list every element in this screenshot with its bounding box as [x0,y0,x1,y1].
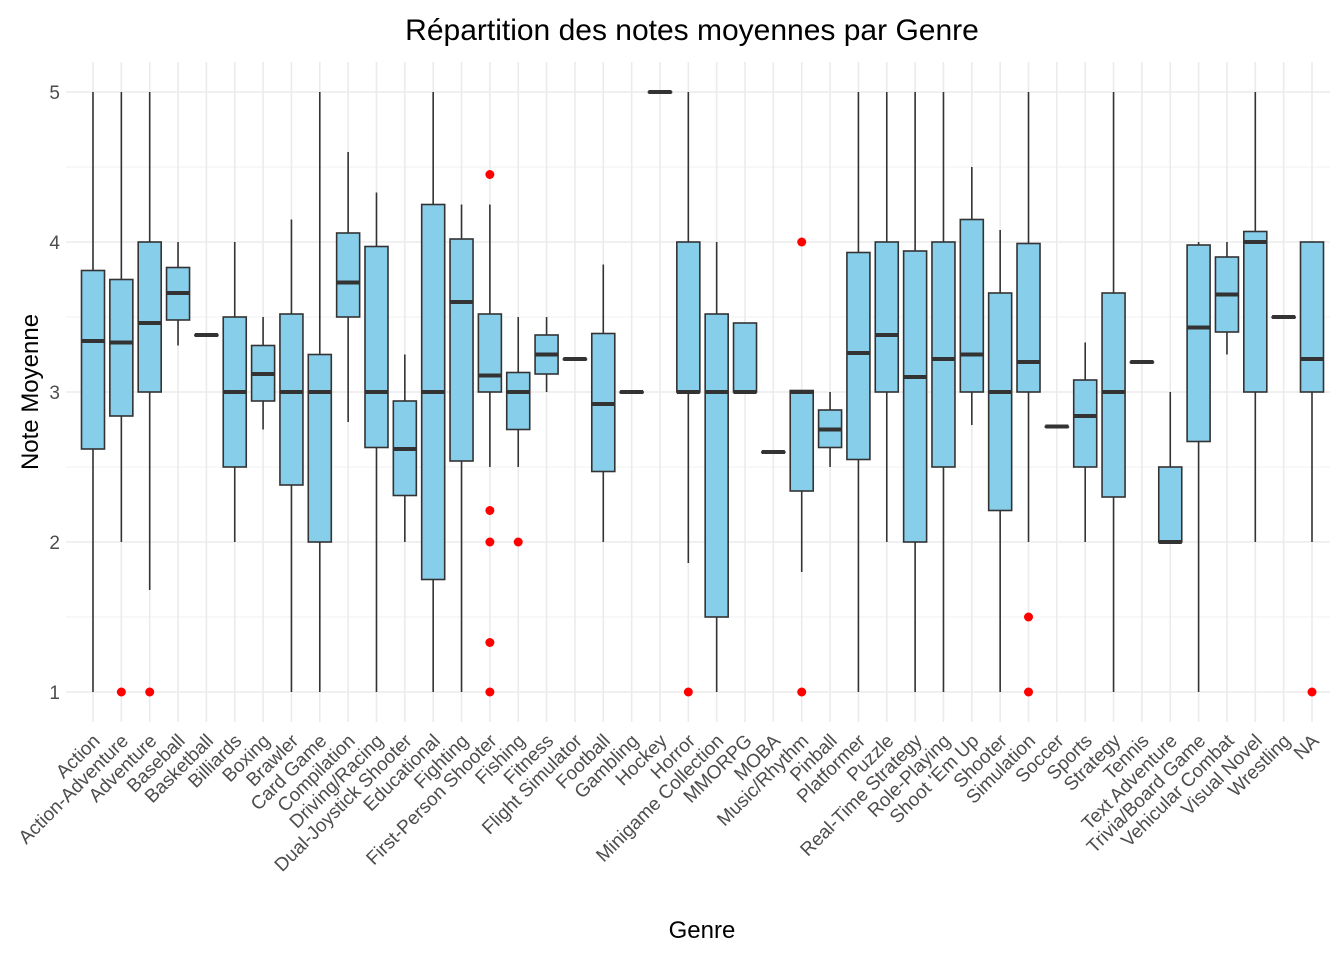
box-group [109,92,134,697]
box-iqr [307,353,333,543]
box-iqr [505,371,531,431]
box-group [789,237,815,697]
box-iqr [874,241,900,393]
box-group [335,152,361,422]
outlier-point [145,687,155,697]
outlier-point [485,638,495,647]
outlier-point [485,506,495,515]
box-group [392,354,418,542]
outlier-point [485,170,495,179]
box-iqr [704,313,729,618]
box-iqr [449,238,474,462]
box-group [902,92,928,692]
y-tick-label: 2 [49,533,60,554]
box-iqr [109,278,134,417]
box-group [1101,92,1126,692]
box-group [1271,315,1296,319]
y-tick-label: 1 [49,683,60,704]
box-group [761,450,786,454]
y-tick-label: 4 [49,233,60,254]
box-group [732,322,758,394]
box-iqr [1243,230,1268,393]
box-group [987,230,1013,692]
box-group [307,92,333,692]
y-tick-label: 5 [49,83,60,104]
box-group [1299,241,1325,697]
outlier-point [485,537,495,547]
box-group [80,92,106,692]
chart-title: Répartition des notes moyennes par Genre [405,14,979,47]
box-iqr [1157,466,1183,543]
outlier-point [1024,612,1034,622]
box-iqr [335,232,361,318]
box-group [1214,242,1240,355]
outlier-point [797,687,807,697]
y-tick-labels: 1 2 3 4 5 [49,83,60,704]
box-group [846,92,871,692]
box-iqr [676,241,701,393]
box-iqr [987,292,1013,512]
box-group [505,317,531,547]
box-group [874,92,900,542]
box-group [1044,424,1070,429]
box-group [420,92,446,692]
box-group [250,317,276,430]
box-iqr [902,250,928,543]
box-group [1016,92,1041,697]
y-axis-title: Note Moyenne [17,314,44,470]
x-axis-title: Genre [669,917,736,944]
box-group [931,92,956,692]
box-iqr [1186,244,1211,443]
box-group [449,204,474,692]
box-iqr [477,313,503,393]
box-group [1243,92,1268,542]
box-group [137,92,162,697]
box-iqr [732,322,758,393]
box-group [1072,342,1098,542]
y-tick-label: 3 [49,383,60,404]
box-iqr [1072,379,1098,468]
box-group [959,167,985,425]
box-iqr [1016,242,1041,393]
box-iqr [1299,241,1325,393]
box-group [165,242,191,346]
box-group [1157,392,1183,544]
box-group [194,333,219,337]
box-group [619,390,644,394]
box-group [279,219,304,692]
box-group [477,170,503,697]
outlier-point [1307,687,1317,697]
outlier-point [683,687,693,697]
box-group [704,242,729,692]
box-iqr [846,251,871,461]
box-group [676,92,701,697]
box-group [1186,242,1211,692]
box-iqr [1101,292,1126,498]
box-iqr [789,389,815,492]
box-group [222,242,248,542]
box-iqr [80,269,106,450]
box-iqr [364,245,389,449]
box-iqr [931,241,956,468]
box-group [590,264,616,542]
outlier-point [485,687,495,697]
outlier-point [797,237,807,247]
outlier-point [1024,687,1034,697]
box-group [1129,360,1155,364]
box-group [534,317,559,392]
boxes-layer [80,90,1325,697]
box-group [817,392,843,467]
box-group [647,90,673,94]
box-group [364,192,389,692]
box-iqr [279,313,304,486]
box-group [562,357,588,361]
box-iqr [137,241,162,393]
outlier-point [513,537,523,547]
outlier-point [116,687,126,697]
box-iqr [959,218,985,393]
